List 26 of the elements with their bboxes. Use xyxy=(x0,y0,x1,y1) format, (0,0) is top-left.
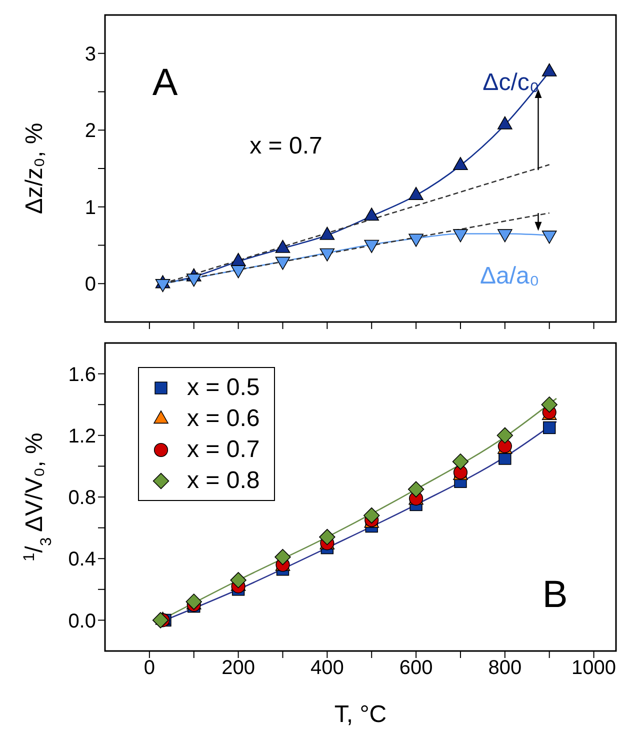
y-tick-label: 0.8 xyxy=(68,487,96,510)
y-tick-label: 1.6 xyxy=(68,364,96,386)
x-tick-label: 600 xyxy=(399,657,433,680)
x-tick-label: 1000 xyxy=(572,657,616,680)
x-tick-label: 800 xyxy=(488,657,522,680)
series-label: Δc/c₀ xyxy=(482,68,540,96)
legend-label: x = 0.5 xyxy=(187,374,260,402)
annotation: x = 0.7 xyxy=(250,132,322,160)
x-tick-label: 200 xyxy=(222,657,255,680)
x-tick-label: 400 xyxy=(310,657,344,680)
legend-label: x = 0.6 xyxy=(187,404,260,432)
legend-label: x = 0.7 xyxy=(187,436,260,464)
y-tick-label: 0.4 xyxy=(68,548,96,571)
series-label: Δa/a₀ xyxy=(480,262,540,290)
y-tick-label: 2 xyxy=(84,120,96,142)
y-tick-label: 0.0 xyxy=(68,610,96,632)
x-axis-title: T, °C xyxy=(334,701,387,728)
legend-label: x = 0.8 xyxy=(187,466,260,494)
x-tick-label: 0 xyxy=(144,657,155,680)
annotation: A xyxy=(152,62,178,104)
y-tick-label: 0 xyxy=(84,274,96,296)
y-tick-label: 3 xyxy=(84,43,96,66)
y-axis-title: Δz/z₀, % xyxy=(21,122,48,214)
annotation: B xyxy=(542,574,568,616)
y-tick-label: 1.2 xyxy=(68,426,96,448)
y-tick-label: 1 xyxy=(84,196,96,219)
